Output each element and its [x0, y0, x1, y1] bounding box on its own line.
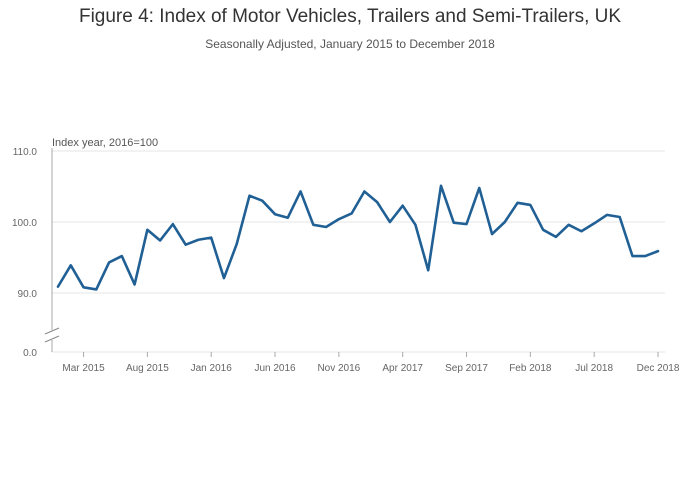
data-point [656, 249, 661, 254]
data-point [604, 212, 609, 217]
data-point [94, 287, 99, 292]
series-line [56, 184, 660, 291]
data-point [413, 222, 418, 227]
data-point [541, 227, 546, 232]
data-point [630, 254, 635, 259]
data-point [170, 222, 175, 227]
x-tick-label: Sep 2017 [445, 363, 488, 374]
y-tick-label: 100.0 [12, 218, 37, 229]
x-tick-label: Mar 2015 [62, 363, 105, 374]
x-tick-label: Apr 2017 [382, 363, 423, 374]
data-point [451, 220, 456, 225]
data-point [579, 229, 584, 234]
y-axis-title: Index year, 2016=100 [52, 137, 158, 149]
data-point [68, 263, 73, 268]
data-point [298, 189, 303, 194]
data-point [158, 238, 163, 243]
data-point [273, 212, 278, 217]
x-tick-label: Jan 2016 [191, 363, 233, 374]
y-tick-label: 90.0 [18, 289, 38, 300]
data-point [387, 220, 392, 225]
data-point [183, 242, 188, 247]
data-point [260, 198, 265, 203]
x-tick-label: Jul 2018 [575, 363, 613, 374]
data-point [553, 234, 558, 239]
data-point [311, 222, 316, 227]
chart-title: Figure 4: Index of Motor Vehicles, Trail… [78, 6, 622, 27]
data-point [285, 215, 290, 220]
data-point [145, 227, 150, 232]
data-point [132, 282, 137, 287]
data-point [234, 242, 239, 247]
data-point [209, 235, 214, 240]
data-point [107, 260, 112, 265]
x-tick-label: Jun 2016 [254, 363, 296, 374]
x-tick-label: Dec 2018 [637, 363, 680, 374]
data-point [490, 232, 495, 237]
data-point [119, 254, 124, 259]
x-tick-label: Feb 2018 [509, 363, 552, 374]
data-point [515, 200, 520, 205]
data-point [349, 211, 354, 216]
y-tick-label: 110.0 [13, 147, 38, 158]
data-point [56, 284, 61, 289]
x-tick-label: Nov 2016 [317, 363, 360, 374]
data-point [336, 217, 341, 222]
data-point [566, 222, 571, 227]
data-point [617, 215, 622, 220]
data-point [362, 189, 367, 194]
axis-break-mark [44, 335, 60, 343]
data-point [502, 220, 507, 225]
data-point [221, 276, 226, 281]
data-point [592, 221, 597, 226]
axis-break-mark [44, 327, 60, 335]
data-point [438, 183, 443, 188]
x-tick-label: Aug 2015 [126, 363, 169, 374]
chart-subtitle: Seasonally Adjusted, January 2015 to Dec… [205, 37, 495, 51]
data-point [643, 254, 648, 259]
data-point [324, 224, 329, 229]
data-point [196, 237, 201, 242]
data-point [477, 185, 482, 190]
data-point [528, 202, 533, 207]
data-point [426, 268, 431, 273]
data-point [247, 193, 252, 198]
data-point [81, 285, 86, 290]
y-zero-label: 0.0 [23, 348, 37, 359]
data-point [375, 200, 380, 205]
data-point [464, 222, 469, 227]
data-point [400, 203, 405, 208]
